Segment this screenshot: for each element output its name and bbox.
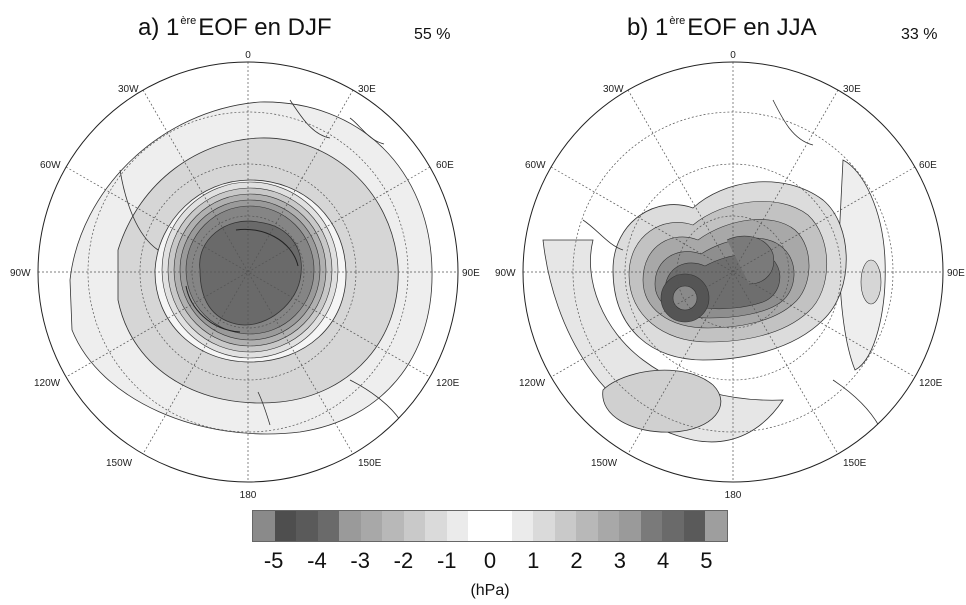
lon-label-0: 0 xyxy=(245,50,251,61)
lon-label-90e: 90E xyxy=(462,268,480,279)
colorbar-swatch xyxy=(554,511,577,541)
colorbar-swatch xyxy=(317,511,340,541)
lon-label-150w: 150W xyxy=(106,458,133,469)
colorbar-tick-label: 5 xyxy=(700,548,713,573)
colorbar-swatch xyxy=(274,511,297,541)
colorbar-tick-label: -5 xyxy=(263,548,284,573)
colorbar-tick-label: 4 xyxy=(656,548,670,573)
colorbar-tick-label: 2 xyxy=(570,548,583,573)
colorbar-swatch xyxy=(446,511,469,541)
lon-label-60w: 60W xyxy=(40,160,61,171)
lon-label-150e: 150E xyxy=(358,458,382,469)
variance-percent: 55 % xyxy=(414,26,451,43)
colorbar xyxy=(252,510,728,542)
lon-label-150w: 150W xyxy=(591,458,618,469)
variance-percent: 33 % xyxy=(901,26,938,43)
lon-label-0: 0 xyxy=(730,50,736,61)
colorbar-swatch xyxy=(533,511,555,541)
colorbar-swatch xyxy=(490,511,512,541)
colorbar-swatch xyxy=(683,511,706,541)
colorbar-swatch xyxy=(382,511,404,541)
lon-label-120w: 120W xyxy=(34,378,61,389)
colorbar-ticks: -5 -4 -3 -2 -1 0 1 2 3 4 5 xyxy=(252,548,728,578)
colorbar-tick-label: 1 xyxy=(527,548,540,573)
lon-label-180: 180 xyxy=(240,490,257,501)
colorbar-swatch xyxy=(403,511,426,541)
lon-label-30w: 30W xyxy=(118,84,139,95)
lon-label-180: 180 xyxy=(725,490,742,501)
colorbar-tick-label: 3 xyxy=(613,548,626,573)
panel-title: a) 1èreEOF en DJF xyxy=(138,14,332,41)
colorbar-swatch xyxy=(576,511,598,541)
panel-title: b) 1èreEOF en JJA xyxy=(627,14,817,41)
colorbar-swatch xyxy=(339,511,361,541)
panel-jja: b) 1èreEOF en JJA 33 % xyxy=(483,0,966,505)
colorbar-swatch xyxy=(705,511,728,541)
colorbar-tick-label: -3 xyxy=(350,548,370,573)
colorbar-swatch xyxy=(511,511,534,541)
lon-label-120e: 120E xyxy=(436,378,460,389)
lon-label-90e: 90E xyxy=(947,268,965,279)
colorbar-swatch xyxy=(253,511,275,541)
lon-label-60e: 60E xyxy=(436,160,454,171)
colorbar-swatch xyxy=(360,511,383,541)
panel-djf: a) 1èreEOF en DJF 55 % xyxy=(0,0,483,505)
lon-label-30w: 30W xyxy=(603,84,624,95)
colorbar-swatch xyxy=(619,511,641,541)
colorbar-swatch xyxy=(468,511,491,541)
colorbar-swatch xyxy=(640,511,663,541)
lon-label-120e: 120E xyxy=(919,378,943,389)
colorbar-swatch xyxy=(662,511,684,541)
colorbar-tick-label: 0 xyxy=(483,548,497,573)
colorbar-tick-label: -4 xyxy=(307,548,327,573)
colorbar-swatch xyxy=(425,511,447,541)
lon-label-150e: 150E xyxy=(843,458,867,469)
lon-label-30e: 30E xyxy=(358,84,376,95)
colorbar-tick-label: -2 xyxy=(393,548,414,573)
lon-label-90w: 90W xyxy=(495,268,516,279)
lon-label-30e: 30E xyxy=(843,84,861,95)
polar-map: 0 180 90W 90E 30W 30E 60W 60E 120W 120E … xyxy=(10,50,480,501)
lon-label-60w: 60W xyxy=(525,160,546,171)
colorbar-tick-label: -1 xyxy=(436,548,457,573)
lon-label-90w: 90W xyxy=(10,268,31,279)
lon-label-60e: 60E xyxy=(919,160,937,171)
polar-map: 0 180 90W 90E 30W 30E 60W 60E 120W 120E … xyxy=(495,50,965,501)
colorbar-swatch xyxy=(296,511,318,541)
colorbar-swatch xyxy=(597,511,620,541)
lon-label-120w: 120W xyxy=(519,378,546,389)
